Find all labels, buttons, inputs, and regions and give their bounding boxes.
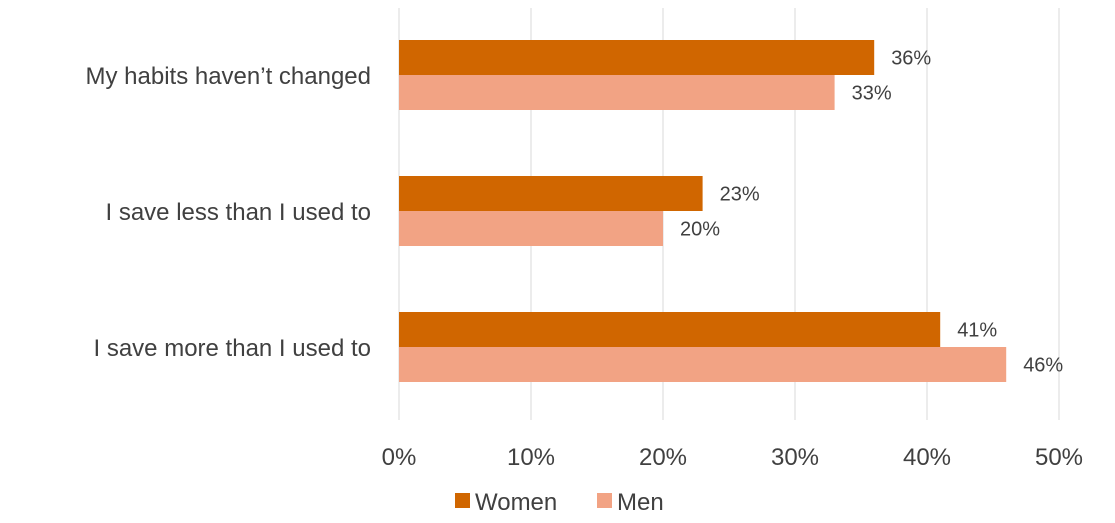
legend-swatch-women [455, 493, 470, 508]
category-label: My habits haven’t changed [85, 63, 371, 90]
x-tick-label: 50% [1035, 444, 1083, 471]
legend-swatch-men [597, 493, 612, 508]
category-label: I save less than I used to [106, 199, 372, 226]
bar-men-1 [399, 211, 663, 246]
legend-label-women: Women [475, 489, 557, 516]
x-axis-ticks: 0% 10% 20% 30% 40% 50% [382, 444, 1083, 471]
legend: Women Men [455, 489, 664, 516]
bar-women-1 [399, 176, 703, 211]
bar-women-2 [399, 312, 941, 347]
x-tick-label: 0% [382, 444, 417, 471]
legend-label-men: Men [617, 489, 664, 516]
x-tick-label: 10% [507, 444, 555, 471]
bar-men-0 [399, 75, 835, 110]
data-label-women: 23% [720, 184, 760, 206]
data-label-men: 20% [680, 219, 720, 241]
x-tick-label: 40% [903, 444, 951, 471]
x-tick-label: 30% [771, 444, 819, 471]
data-labels: 36% 33% 23%20% 41% 46% [680, 48, 1063, 377]
data-label-women: 36% [891, 48, 931, 70]
category-labels: My habits haven’t changed I save less tha… [85, 63, 371, 362]
bar-women-0 [399, 40, 875, 75]
category-label: I save more than I used to [94, 335, 372, 362]
data-label-women: 41% [957, 320, 997, 342]
data-label-men: 33% [852, 83, 892, 105]
x-tick-label: 20% [639, 444, 687, 471]
bars [399, 40, 1007, 382]
data-label-men: 46% [1023, 355, 1063, 377]
bar-men-2 [399, 347, 1007, 382]
